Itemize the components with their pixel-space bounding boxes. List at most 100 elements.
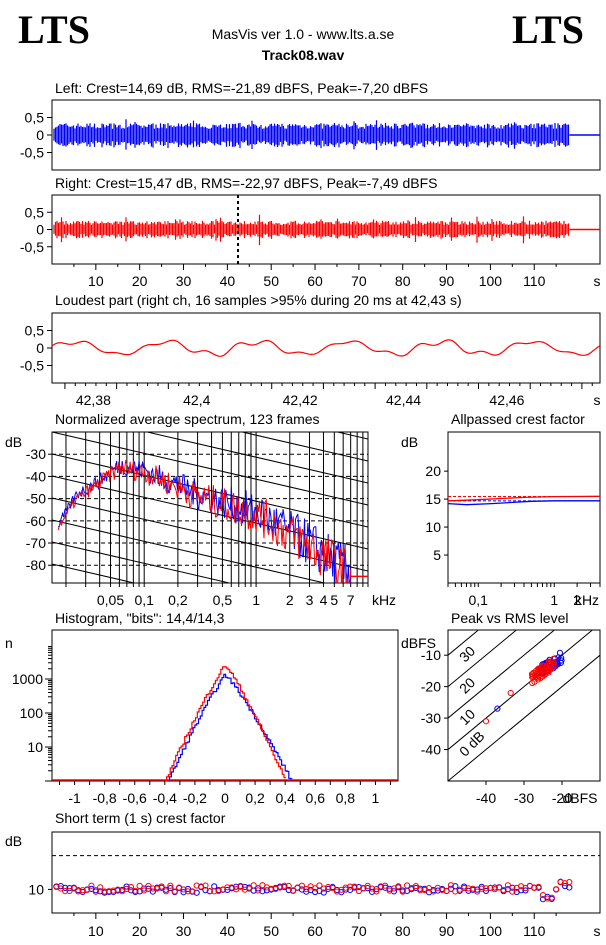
loudest-ytick-label: -0,5 — [20, 358, 44, 374]
short-term-point-right — [561, 880, 569, 887]
spectrum-slope-line — [52, 696, 368, 769]
short-term-point-left — [386, 885, 393, 892]
short-term-point-right — [241, 886, 248, 893]
waveform-time-axis-unit: s — [594, 273, 601, 289]
histogram-ylabel: n — [5, 635, 13, 651]
short-term-point-right — [268, 885, 275, 892]
short-term-ylabel: dB — [5, 833, 22, 849]
spectrum-slope-line — [52, 519, 327, 583]
short-term-point-left — [364, 885, 371, 892]
short-term-point-right — [110, 887, 117, 894]
crest-line — [448, 630, 594, 751]
short-term-point-right — [425, 885, 433, 892]
short-term-point-right — [439, 886, 446, 894]
short-term-point-right — [342, 884, 349, 891]
pvr-xtick-label: -40 — [476, 790, 496, 806]
spectrum-ytick-label: -60 — [26, 513, 46, 529]
short-term-point-right — [553, 886, 560, 893]
short-term-point-left — [66, 885, 73, 892]
short-term-point-right — [127, 883, 135, 891]
loudest-part-title: Loudest part (right ch, 16 samples >95% … — [55, 292, 462, 308]
short-term-point-right — [184, 888, 192, 895]
spectrum-xtick-label: 1 — [252, 592, 260, 608]
short-term-point-right — [482, 885, 490, 892]
short-term-point-right — [92, 888, 99, 895]
crest-line — [448, 630, 556, 719]
short-term-point-right — [149, 885, 156, 892]
short-term-point-right — [202, 882, 209, 889]
short-term-point-right — [246, 885, 253, 892]
app-subtitle: MasVis ver 1.0 - www.lts.a.se — [211, 26, 395, 42]
spectrum-xtick-label: 0,05 — [97, 592, 124, 608]
allpassed-series-left — [447, 500, 600, 506]
short-term-point-right — [500, 886, 507, 894]
histogram-xtick-label: 1 — [372, 790, 380, 806]
allpassed-xtick-label: 2 — [573, 592, 581, 608]
waveform-time-axis-label: 90 — [439, 273, 455, 289]
short-term-point-right — [250, 882, 257, 889]
short-term-point-right — [167, 882, 174, 889]
loudest-xtick-label: 42,38 — [76, 392, 111, 408]
short-term-point-right — [535, 883, 542, 890]
short-term-point-right — [62, 887, 69, 895]
histogram-xtick-label: 0,6 — [306, 790, 326, 806]
loudest-part-plot-frame — [51, 312, 601, 384]
pvr-xlabel: dBFS — [562, 790, 597, 806]
histogram-xtick-label: 0 — [221, 790, 229, 806]
short-term-point-left — [97, 888, 104, 895]
spectrum-ylabel: dB — [5, 434, 22, 450]
histogram-xtick-label: -0,6 — [123, 790, 147, 806]
short-term-point-left — [338, 889, 345, 896]
crest-line-label: 40 — [456, 611, 478, 633]
short-term-point-right — [303, 885, 310, 893]
spectrum-xtick-label: 0,2 — [168, 592, 188, 608]
allpassed-crest-title: Allpassed crest factor — [451, 411, 585, 427]
short-term-time-axis-label: 20 — [132, 923, 148, 939]
pvr-point-right — [534, 666, 541, 673]
short-term-point-right — [298, 882, 305, 889]
histogram-series-right — [164, 666, 286, 782]
short-term-point-left — [211, 883, 218, 890]
short-term-point-left — [123, 883, 130, 890]
short-term-point-right — [281, 882, 288, 889]
histogram-ytick-label: 10 — [27, 739, 43, 755]
short-term-point-right — [132, 887, 139, 894]
waveform-time-axis-label: 30 — [176, 273, 192, 289]
spectrum-slope-line — [52, 608, 368, 681]
pvr-ytick-label: -20 — [421, 679, 441, 695]
allpassed-ytick-label: 20 — [425, 463, 441, 479]
logo-right: LTS — [512, 7, 584, 52]
short-term-point-left — [180, 889, 187, 896]
short-term-time-axis-label: 60 — [307, 923, 323, 939]
spectrum-xtick-label: 0,1 — [134, 592, 154, 608]
spectrum-ytick-label: -80 — [26, 557, 46, 573]
short-term-point-right — [290, 887, 297, 894]
short-term-point-left — [474, 886, 481, 893]
pvr-outlier-point — [494, 705, 501, 712]
pvr-point-right — [535, 672, 542, 679]
short-term-point-right — [206, 887, 213, 895]
short-term-point-right — [544, 895, 551, 902]
short-term-point-left — [62, 884, 69, 891]
short-term-time-axis-label: 90 — [439, 923, 455, 939]
histogram-xtick-label: 0,2 — [245, 790, 265, 806]
short-term-point-right — [105, 888, 113, 895]
waveform-time-axis-label: 10 — [88, 273, 104, 289]
short-term-point-left — [202, 887, 209, 894]
peak-vs-rms-title: Peak vs RMS level — [451, 610, 569, 626]
allpassed-xtick-label: 1 — [550, 592, 558, 608]
short-term-point-right — [347, 883, 354, 890]
allpassed-xtick-label: 0,1 — [469, 592, 489, 608]
spectrum-slope-line — [52, 234, 368, 307]
short-term-point-right — [66, 887, 73, 895]
histogram-plot: n 1000 100 10 -1 -0,8 -0,6 -0,4 -0,2 0 0,2 0,4 0,6 0,… — [5, 629, 399, 806]
left-waveform-plot: 0,50 -0,5 — [20, 99, 601, 171]
short-term-point-right — [316, 882, 323, 889]
loudest-xtick-label: 42,42 — [283, 392, 318, 408]
allpassed-xaxis-unit: kHz — [575, 592, 599, 608]
short-term-point-right — [478, 885, 485, 892]
histogram-xtick-label: -0,4 — [153, 790, 177, 806]
short-term-point-right — [531, 884, 538, 891]
short-term-point-right — [97, 884, 104, 891]
